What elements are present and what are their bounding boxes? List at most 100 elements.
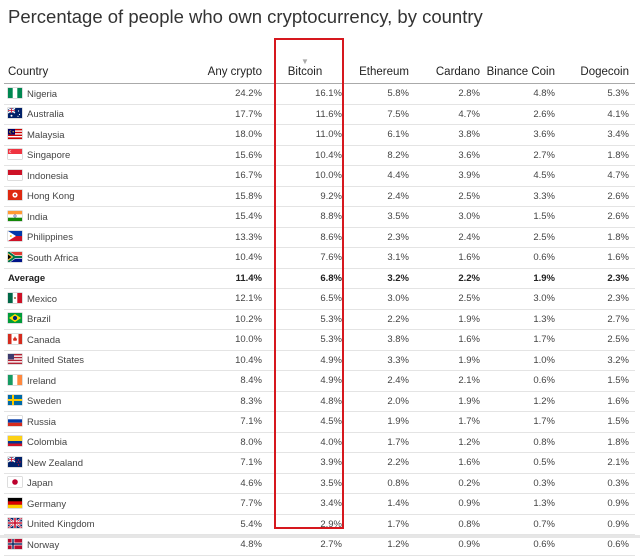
value-cell-binance-coin: 0.3% [486,473,561,494]
value-cell-ethereum: 1.7% [348,514,415,535]
value-cell-any-crypto: 8.4% [182,370,268,392]
column-header-dogecoin[interactable]: Dogecoin [561,40,635,84]
table-row: India 15.4% 8.8% 3.5% 3.0% 1.5% 2.6% [4,206,635,228]
column-header-country[interactable]: Country [4,40,182,84]
value-cell-cardano: 1.6% [415,329,486,351]
country-cell: South Africa [4,247,182,269]
country-cell: India [4,206,182,228]
ireland-flag-icon [8,374,22,385]
value-cell-bitcoin: 10.0% [268,165,348,187]
united-states-flag-icon [8,354,22,365]
hong-kong-flag-icon [8,190,22,201]
value-cell-bitcoin: 6.8% [268,268,348,289]
country-cell: Japan [4,473,182,494]
value-cell-binance-coin: 1.3% [486,493,561,515]
japan-flag-icon [8,477,22,488]
value-cell-dogecoin: 3.4% [561,124,635,146]
value-cell-binance-coin: 1.3% [486,309,561,330]
country-cell: Indonesia [4,165,182,187]
value-cell-bitcoin: 4.9% [268,350,348,371]
value-cell-ethereum: 8.2% [348,145,415,166]
table-row: Singapore 15.6% 10.4% 8.2% 3.6% 2.7% 1.8% [4,145,635,166]
table-row: Germany 7.7% 3.4% 1.4% 0.9% 1.3% 0.9% [4,493,635,515]
column-header-ethereum[interactable]: Ethereum [348,40,415,84]
country-name: Canada [27,334,61,346]
value-cell-dogecoin: 0.9% [561,493,635,515]
value-cell-bitcoin: 6.5% [268,288,348,310]
column-header-label: Dogecoin [580,66,629,78]
nigeria-flag-icon [8,87,22,98]
value-cell-cardano: 0.8% [415,514,486,535]
value-cell-cardano: 2.4% [415,227,486,248]
value-cell-ethereum: 3.8% [348,329,415,351]
country-name: Nigeria [27,88,58,100]
country-cell: Sweden [4,391,182,412]
country-name: Hong Kong [27,191,75,203]
column-header-binance-coin[interactable]: Binance Coin [486,40,561,84]
column-header-any-crypto[interactable]: Any crypto [182,40,268,84]
value-cell-dogecoin: 2.6% [561,206,635,228]
value-cell-bitcoin: 4.9% [268,370,348,392]
value-cell-ethereum: 2.2% [348,452,415,474]
country-cell: Singapore [4,145,182,166]
country-cell: Average [4,268,182,289]
united-kingdom-flag-icon [8,518,22,529]
value-cell-binance-coin: 2.5% [486,227,561,248]
country-name: Brazil [27,314,51,326]
value-cell-dogecoin: 1.5% [561,411,635,433]
value-cell-ethereum: 2.4% [348,370,415,392]
russia-flag-icon [8,415,22,426]
country-name: Philippines [27,232,73,244]
table-row: Colombia 8.0% 4.0% 1.7% 1.2% 0.8% 1.8% [4,432,635,453]
value-cell-ethereum: 3.5% [348,206,415,228]
philippines-flag-icon [8,231,22,242]
value-cell-dogecoin: 1.6% [561,391,635,412]
value-cell-bitcoin: 11.6% [268,104,348,125]
country-cell: Canada [4,329,182,351]
table-row: Nigeria 24.2% 16.1% 5.8% 2.8% 4.8% 5.3% [4,83,635,105]
country-cell: United Kingdom [4,514,182,535]
country-name: Singapore [27,150,71,162]
value-cell-bitcoin: 2.9% [268,514,348,535]
value-cell-cardano: 1.9% [415,309,486,330]
value-cell-bitcoin: 3.9% [268,452,348,474]
column-header-label: Any crypto [207,66,262,78]
value-cell-ethereum: 3.0% [348,288,415,310]
sort-descending-icon[interactable]: ▼ [301,57,309,66]
country-cell: Colombia [4,432,182,453]
value-cell-any-crypto: 7.1% [182,411,268,433]
value-cell-bitcoin: 5.3% [268,329,348,351]
sweden-flag-icon [8,395,22,406]
value-cell-dogecoin: 0.9% [561,514,635,535]
value-cell-ethereum: 2.3% [348,227,415,248]
value-cell-dogecoin: 1.5% [561,370,635,392]
value-cell-cardano: 2.1% [415,370,486,392]
value-cell-dogecoin: 0.3% [561,473,635,494]
column-header-cardano[interactable]: Cardano [415,40,486,84]
country-name: Mexico [27,293,58,305]
value-cell-binance-coin: 1.9% [486,268,561,289]
value-cell-binance-coin: 0.5% [486,452,561,474]
value-cell-ethereum: 3.2% [348,268,415,289]
value-cell-bitcoin: 10.4% [268,145,348,166]
country-cell: Ireland [4,370,182,392]
value-cell-binance-coin: 3.6% [486,124,561,146]
table-row: Ireland 8.4% 4.9% 2.4% 2.1% 0.6% 1.5% [4,370,635,392]
value-cell-binance-coin: 1.5% [486,206,561,228]
value-cell-cardano: 1.9% [415,350,486,371]
column-header-bitcoin[interactable]: ▼ Bitcoin [268,40,348,84]
value-cell-dogecoin: 3.2% [561,350,635,371]
value-cell-bitcoin: 11.0% [268,124,348,146]
value-cell-bitcoin: 4.8% [268,391,348,412]
value-cell-bitcoin: 8.6% [268,227,348,248]
column-header-label: Binance Coin [486,66,555,78]
country-cell: Germany [4,493,182,515]
country-name: Norway [27,539,60,551]
table-row: Canada 10.0% 5.3% 3.8% 1.6% 1.7% 2.5% [4,329,635,351]
germany-flag-icon [8,497,22,508]
country-cell: Nigeria [4,83,182,105]
column-header-label: Ethereum [359,66,409,78]
value-cell-bitcoin: 4.5% [268,411,348,433]
value-cell-dogecoin: 2.3% [561,268,635,289]
value-cell-cardano: 2.5% [415,186,486,207]
